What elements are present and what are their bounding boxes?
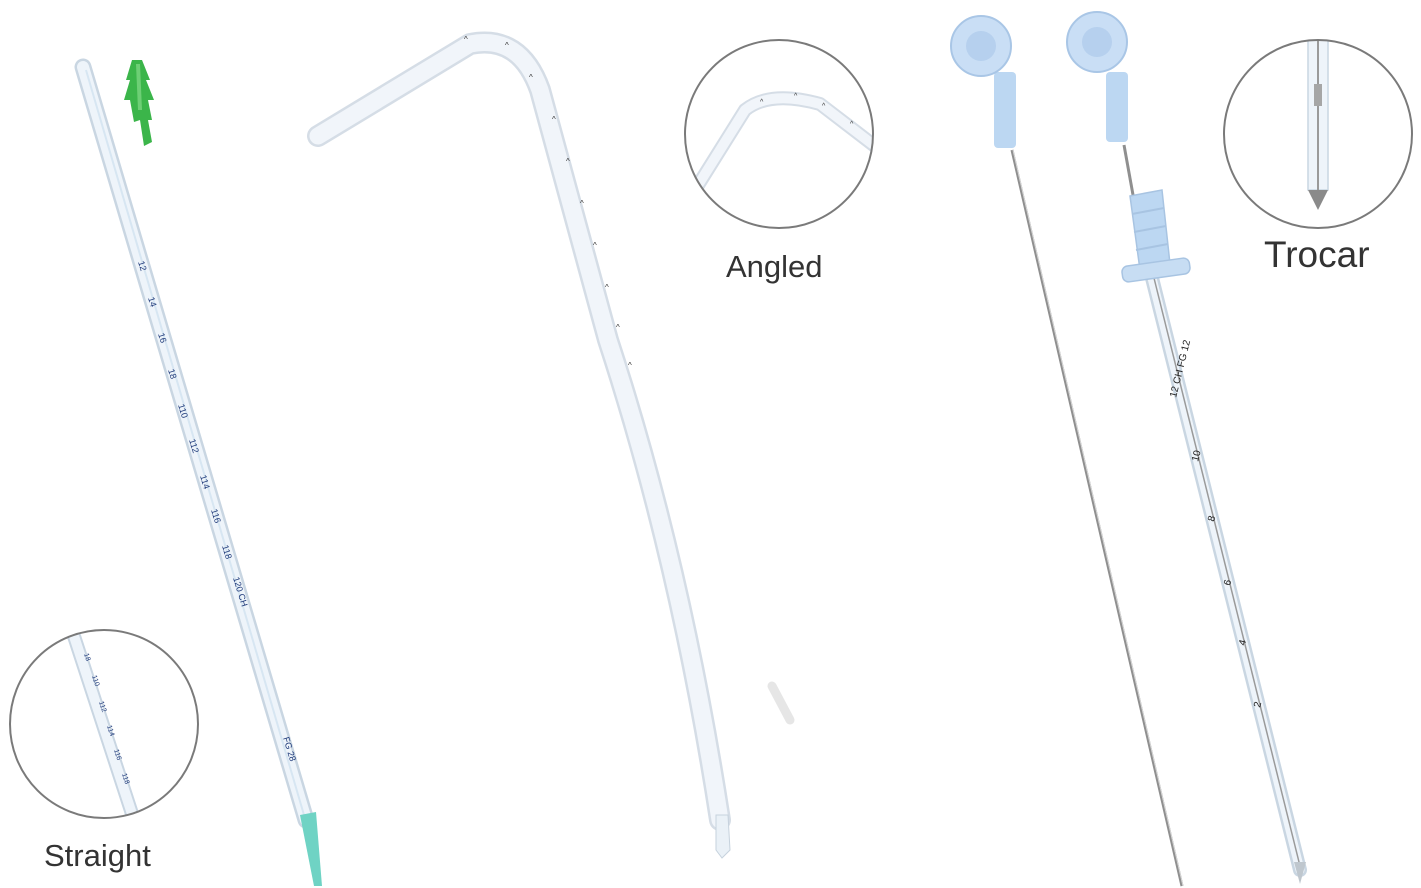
svg-text:^: ^ (760, 99, 764, 106)
straight-mark: 18 (166, 368, 178, 381)
trocar-mark: 6 (1222, 578, 1234, 586)
straight-mark: 114 (198, 474, 212, 491)
straight-tip (300, 812, 322, 886)
svg-text:^: ^ (505, 41, 509, 50)
trocar-mark: 10 (1190, 449, 1203, 463)
straight-mark: 16 (156, 332, 168, 345)
svg-text:^: ^ (794, 93, 798, 100)
svg-text:110: 110 (90, 674, 100, 687)
straight-zoom-circle: 18 110 112 114 116 118 (9, 629, 199, 819)
svg-text:^: ^ (580, 199, 584, 208)
straight-mark: 110 (176, 403, 190, 420)
svg-text:^: ^ (605, 283, 609, 292)
svg-text:^: ^ (616, 323, 620, 332)
straight-mark: 118 (220, 544, 234, 561)
straight-mark: 14 (146, 296, 158, 309)
trocar-zoom-circle (1223, 39, 1413, 229)
loose-stick (767, 681, 795, 725)
trocar-catheter-right: 12 CH FG 12 10 8 6 4 2 (1066, 11, 1307, 884)
svg-text:^: ^ (850, 121, 854, 128)
angled-catheter: ^ ^ ^ ^ ^ ^ ^ ^ ^ ^ (307, 31, 731, 859)
svg-text:^: ^ (529, 73, 533, 82)
angled-zoom-circle: ^ ^ ^ ^ (684, 39, 874, 229)
straight-mark: 12 (136, 260, 148, 273)
straight-mark: 116 (209, 508, 223, 525)
svg-text:^: ^ (628, 361, 632, 370)
straight-mark: 112 (187, 438, 201, 455)
svg-text:^: ^ (566, 157, 570, 166)
svg-text:18: 18 (82, 652, 91, 662)
svg-text:^: ^ (822, 103, 826, 110)
trocar-mark: 2 (1252, 700, 1264, 708)
green-connector (124, 60, 154, 146)
trocar-needle-left (950, 15, 1184, 887)
trocar-mark: 8 (1206, 514, 1218, 522)
trocar-mark: 4 (1237, 638, 1249, 646)
straight-label: Straight (44, 838, 151, 873)
svg-text:114: 114 (105, 724, 115, 737)
trocar-label: Trocar (1264, 234, 1370, 275)
angled-label: Angled (726, 249, 823, 284)
straight-catheter: 12 14 16 18 110 112 114 116 118 120 CH F… (74, 58, 322, 886)
angled-markings: ^ ^ ^ ^ ^ ^ ^ ^ ^ ^ (464, 35, 632, 370)
svg-text:^: ^ (593, 241, 597, 250)
svg-text:^: ^ (464, 35, 468, 44)
svg-text:^: ^ (552, 115, 556, 124)
svg-text:116: 116 (112, 748, 122, 761)
svg-text:118: 118 (120, 772, 130, 785)
svg-text:112: 112 (97, 700, 107, 713)
